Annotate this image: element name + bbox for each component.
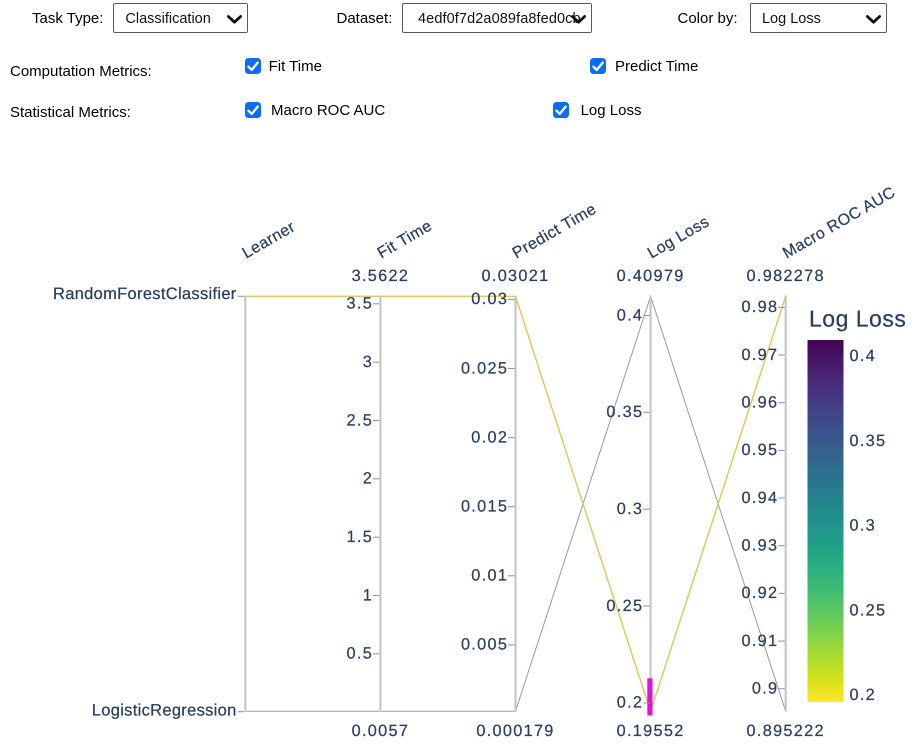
svg-text:0.91: 0.91 [742, 632, 779, 650]
svg-text:0.25: 0.25 [606, 597, 643, 615]
svg-text:2.5: 2.5 [347, 411, 374, 429]
svg-text:0.35: 0.35 [606, 403, 643, 421]
svg-text:Macro ROC AUC: Macro ROC AUC [780, 184, 898, 262]
svg-text:Fit Time: Fit Time [375, 217, 436, 262]
svg-text:0.03021: 0.03021 [482, 267, 550, 285]
svg-text:0.0057: 0.0057 [352, 722, 410, 740]
svg-text:0.982278: 0.982278 [747, 267, 825, 285]
svg-text:Learner: Learner [240, 218, 299, 262]
svg-text:0.95: 0.95 [742, 441, 779, 459]
svg-text:LogisticRegression: LogisticRegression [92, 702, 237, 720]
svg-text:0.4: 0.4 [850, 347, 877, 365]
svg-text:0.92: 0.92 [742, 584, 779, 602]
svg-text:RandomForestClassifier: RandomForestClassifier [53, 285, 237, 303]
svg-text:0.3: 0.3 [617, 500, 644, 518]
svg-text:0.02: 0.02 [471, 428, 508, 446]
svg-text:3.5: 3.5 [347, 295, 374, 313]
svg-text:0.9: 0.9 [752, 680, 779, 698]
svg-text:2: 2 [363, 470, 373, 488]
svg-text:0.5: 0.5 [347, 645, 374, 663]
svg-text:0.98: 0.98 [742, 298, 779, 316]
svg-text:0.93: 0.93 [742, 537, 779, 555]
svg-text:0.19552: 0.19552 [617, 722, 685, 740]
svg-text:0.25: 0.25 [850, 601, 887, 619]
svg-text:Log Loss: Log Loss [645, 213, 713, 262]
svg-text:0.2: 0.2 [850, 686, 877, 704]
svg-text:Predict Time: Predict Time [510, 201, 600, 263]
svg-text:Log Loss: Log Loss [809, 306, 906, 332]
svg-text:0.40979: 0.40979 [617, 267, 685, 285]
svg-text:0.35: 0.35 [850, 432, 887, 450]
svg-text:0.025: 0.025 [461, 359, 508, 377]
svg-text:1: 1 [363, 586, 373, 604]
svg-text:3: 3 [363, 353, 373, 371]
svg-text:0.03: 0.03 [471, 290, 508, 308]
svg-text:0.01: 0.01 [471, 567, 508, 585]
svg-text:0.97: 0.97 [742, 346, 779, 364]
svg-text:0.005: 0.005 [461, 636, 508, 654]
svg-text:0.96: 0.96 [742, 394, 779, 412]
svg-text:0.015: 0.015 [461, 498, 508, 516]
svg-text:0.2: 0.2 [617, 694, 644, 712]
svg-text:0.895222: 0.895222 [747, 722, 825, 740]
svg-text:0.4: 0.4 [617, 306, 644, 324]
svg-text:0.3: 0.3 [850, 517, 877, 535]
svg-text:1.5: 1.5 [347, 528, 374, 546]
svg-text:0.000179: 0.000179 [476, 722, 554, 740]
svg-text:0.94: 0.94 [742, 489, 779, 507]
svg-text:3.5622: 3.5622 [352, 267, 410, 285]
